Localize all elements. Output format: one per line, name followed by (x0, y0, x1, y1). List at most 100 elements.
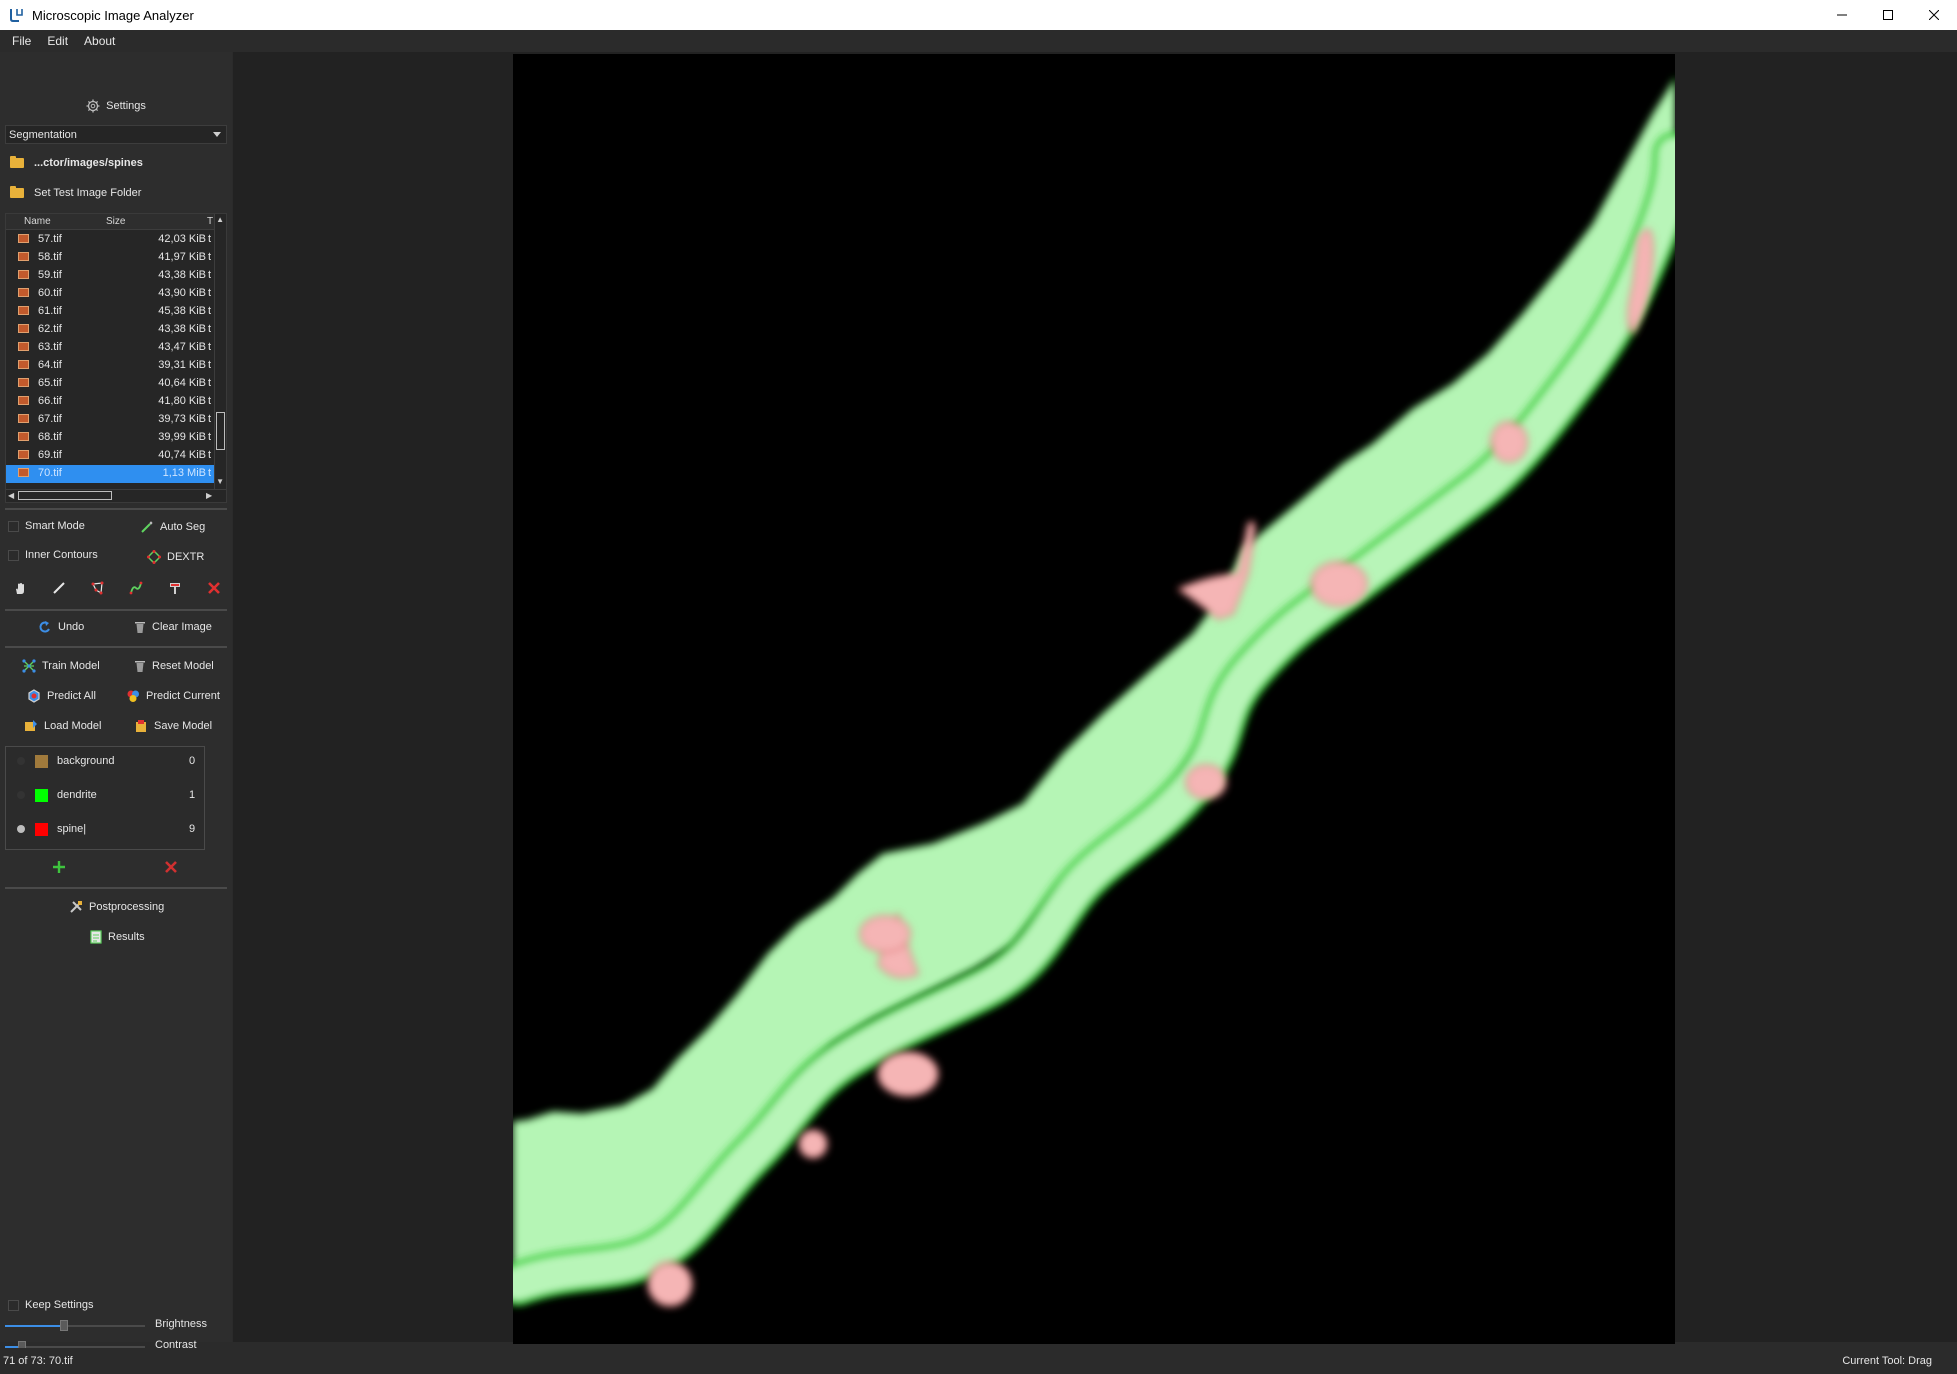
table-row[interactable]: 57.tif 42,03 KiB t (6, 231, 216, 249)
add-class-button[interactable] (52, 860, 66, 874)
file-size: 41,80 KiB (158, 395, 206, 407)
table-row[interactable]: 65.tif 40,64 KiB t (6, 375, 216, 393)
class-name[interactable]: spine| (57, 823, 87, 835)
clear-image-button[interactable]: Clear Image (134, 620, 212, 634)
checkbox-box[interactable] (8, 1299, 19, 1311)
divider (5, 646, 227, 648)
horizontal-scrollbar[interactable]: ◀ ▶ (6, 489, 226, 502)
vertical-scroll-thumb[interactable] (216, 412, 225, 450)
menu-file[interactable]: File (12, 34, 32, 48)
undo-label: Undo (58, 621, 85, 633)
class-name[interactable]: background (57, 755, 115, 767)
menu-edit[interactable]: Edit (47, 34, 69, 48)
file-type: t (208, 467, 212, 479)
keep-settings-checkbox[interactable]: Keep Settings (8, 1299, 94, 1311)
column-header-type[interactable]: T (207, 216, 214, 227)
status-bar: 71 of 73: 70.tif Current Tool: Drag (0, 1348, 1957, 1374)
file-name: 69.tif (38, 449, 62, 461)
scroll-right-icon[interactable]: ▶ (206, 491, 213, 500)
predict-all-button[interactable]: Predict All (27, 689, 96, 703)
class-item[interactable]: spine| 9 (6, 816, 206, 842)
class-radio[interactable] (17, 825, 25, 833)
fill-tool-button[interactable] (167, 580, 183, 596)
window-title: Microscopic Image Analyzer (32, 7, 194, 23)
reset-model-button[interactable]: Reset Model (134, 659, 214, 673)
horizontal-scroll-thumb[interactable] (18, 491, 112, 500)
file-name: 60.tif (38, 287, 62, 299)
postprocessing-button[interactable]: Postprocessing (69, 900, 164, 914)
column-header-name[interactable]: Name (24, 216, 51, 227)
table-row[interactable]: 60.tif 43,90 KiB t (6, 285, 216, 303)
table-row[interactable]: 64.tif 39,31 KiB t (6, 357, 216, 375)
file-name: 65.tif (38, 377, 62, 389)
close-button[interactable] (1911, 0, 1957, 30)
class-radio[interactable] (17, 757, 25, 765)
segmentation-image[interactable] (513, 54, 1675, 1344)
table-row[interactable]: 70.tif 1,13 MiB t (6, 465, 216, 483)
file-table-header: Name Size T (6, 214, 216, 230)
network-icon (22, 659, 36, 673)
inner-contours-checkbox[interactable]: Inner Contours (8, 549, 98, 561)
train-model-button[interactable]: Train Model (22, 659, 100, 673)
table-row[interactable]: 62.tif 43,38 KiB t (6, 321, 216, 339)
smart-mode-checkbox[interactable]: Smart Mode (8, 520, 85, 532)
table-row[interactable]: 68.tif 39,99 KiB t (6, 429, 216, 447)
image-folder-button[interactable]: ...ctor/images/spines (10, 153, 225, 173)
delete-tool-button[interactable] (206, 580, 222, 596)
table-row[interactable]: 59.tif 43,38 KiB t (6, 267, 216, 285)
menu-about[interactable]: About (84, 34, 116, 48)
set-test-folder-button[interactable]: Set Test Image Folder (10, 183, 225, 203)
table-row[interactable]: 66.tif 41,80 KiB t (6, 393, 216, 411)
undo-button[interactable]: Undo (38, 620, 84, 634)
image-file-icon (18, 342, 29, 351)
class-item[interactable]: dendrite 1 (6, 782, 206, 808)
predict-current-button[interactable]: Predict Current (126, 689, 220, 703)
drag-tool-button[interactable] (12, 580, 28, 596)
checkbox-box[interactable] (8, 549, 19, 561)
scroll-up-icon[interactable]: ▲ (216, 215, 224, 224)
spline-tool-button[interactable] (128, 580, 144, 596)
mode-select[interactable]: Segmentation (5, 125, 227, 144)
class-radio[interactable] (17, 791, 25, 799)
image-file-icon (18, 450, 29, 459)
polygon-tool-button[interactable] (90, 580, 106, 596)
vertical-scrollbar[interactable]: ▲ ▼ (214, 214, 226, 489)
table-row[interactable]: 58.tif 41,97 KiB t (6, 249, 216, 267)
settings-button[interactable]: Settings (0, 96, 232, 116)
slider-fill (5, 1346, 22, 1348)
class-color-swatch[interactable] (35, 788, 48, 802)
scroll-left-icon[interactable]: ◀ (8, 491, 15, 500)
file-type: t (208, 287, 212, 299)
slider-handle[interactable] (59, 1320, 68, 1331)
pen-tool-button[interactable] (51, 580, 67, 596)
maximize-button[interactable] (1865, 0, 1911, 30)
dextr-button[interactable]: DEXTR (147, 550, 204, 564)
load-model-button[interactable]: Load Model (24, 719, 102, 733)
class-color-swatch[interactable] (35, 754, 48, 768)
class-item[interactable]: background 0 (6, 748, 206, 774)
file-name: 61.tif (38, 305, 62, 317)
table-row[interactable]: 63.tif 43,47 KiB t (6, 339, 216, 357)
table-row[interactable]: 61.tif 45,38 KiB t (6, 303, 216, 321)
segmentation-view[interactable] (513, 54, 1675, 1344)
results-button[interactable]: Results (90, 930, 145, 944)
class-color-swatch[interactable] (35, 822, 48, 836)
column-header-size[interactable]: Size (106, 216, 126, 227)
checkbox-box[interactable] (8, 520, 19, 532)
slider-track (5, 1346, 145, 1348)
minimize-button[interactable] (1819, 0, 1865, 30)
file-type: t (208, 323, 212, 335)
table-row[interactable]: 69.tif 40,74 KiB t (6, 447, 216, 465)
keep-settings-label: Keep Settings (25, 1299, 94, 1311)
table-row[interactable]: 67.tif 39,73 KiB t (6, 411, 216, 429)
brightness-slider[interactable] (5, 1320, 145, 1331)
scroll-down-icon[interactable]: ▼ (216, 477, 224, 486)
file-type: t (208, 359, 212, 371)
save-model-button[interactable]: Save Model (134, 719, 212, 733)
auto-seg-button[interactable]: Auto Seg (140, 520, 205, 534)
class-name[interactable]: dendrite (57, 789, 97, 801)
image-canvas[interactable] (233, 52, 1957, 1344)
file-size: 43,38 KiB (158, 323, 206, 335)
image-file-icon (18, 288, 29, 297)
remove-class-button[interactable] (164, 860, 178, 874)
